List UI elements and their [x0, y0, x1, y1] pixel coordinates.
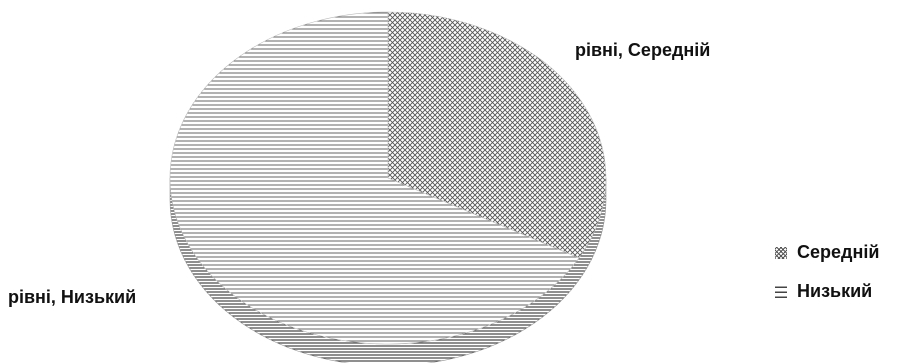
slice-label-medium: рівні, Середній	[575, 40, 711, 60]
legend-item-medium: Середній	[775, 242, 879, 263]
legend-label-low: Низький	[797, 281, 873, 301]
pie-slice-medium	[387, 11, 607, 259]
legend-item-low: Низький	[775, 281, 879, 302]
legend-label-medium: Середній	[797, 242, 880, 262]
legend-swatch-lines-icon	[775, 285, 787, 298]
pie-top	[169, 11, 607, 345]
legend: Середній Низький	[775, 242, 879, 302]
legend-swatch-crosshatch-icon	[775, 246, 787, 259]
pie-slice-low	[169, 11, 580, 345]
slice-label-low: рівні, Низький	[8, 287, 137, 307]
